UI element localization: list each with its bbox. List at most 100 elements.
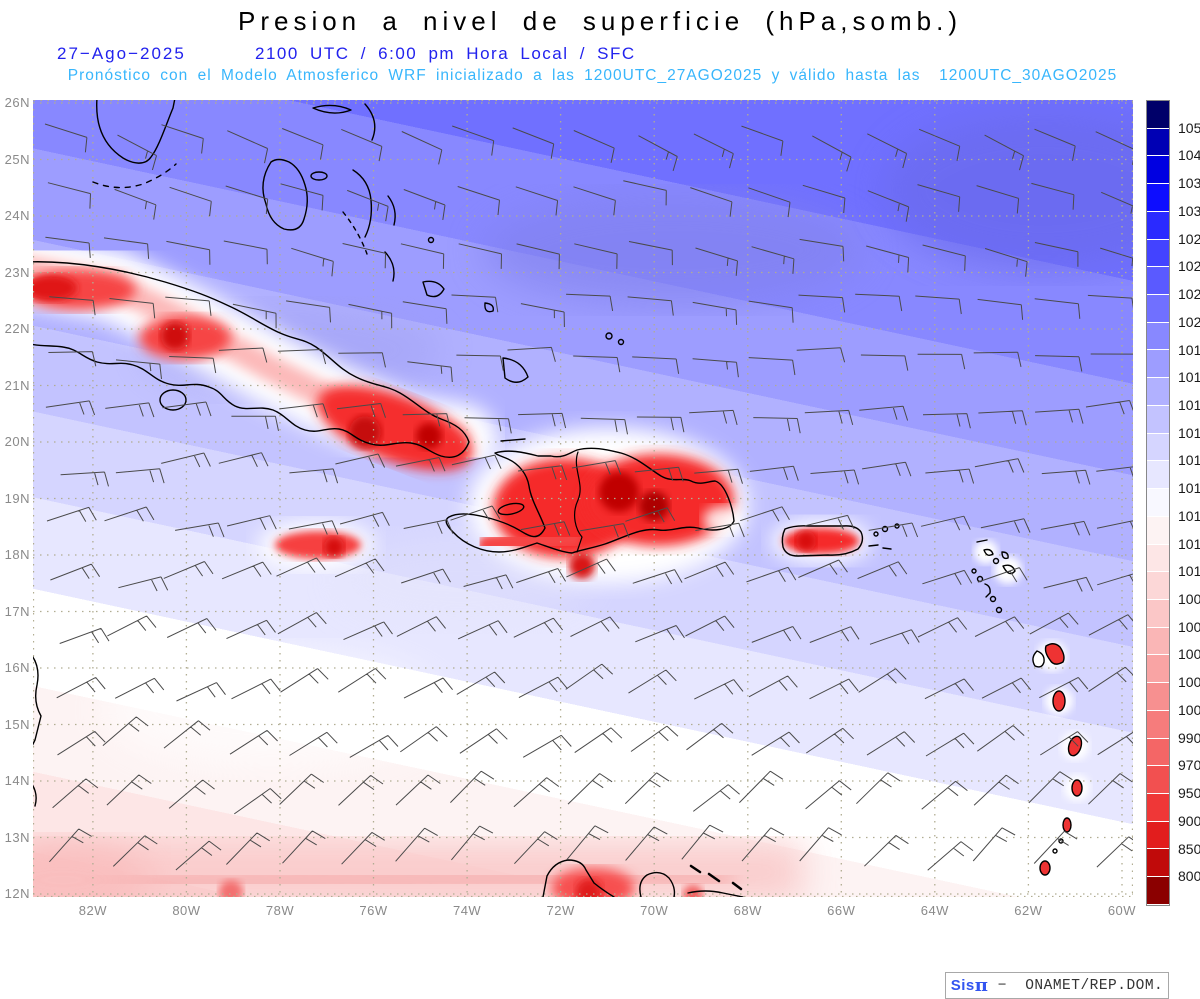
colorbar-value-label: 1004 — [1178, 646, 1200, 663]
lat-tick-label: 24N — [4, 208, 30, 223]
lat-tick-label: 20N — [4, 434, 30, 449]
colorbar-cell — [1147, 128, 1169, 157]
lon-tick-label: 78W — [265, 903, 295, 918]
colorbar-cell — [1147, 267, 1169, 296]
colorbar-value-label: 1015 — [1178, 452, 1200, 469]
colorbar-value-label: 1014 — [1178, 480, 1200, 497]
colorbar-value-label: 1012 — [1178, 535, 1200, 552]
colorbar-value-label: 1006 — [1178, 618, 1200, 635]
pressure-colorbar — [1146, 100, 1170, 906]
lon-tick-label: 64W — [920, 903, 949, 918]
lon-tick-label: 68W — [733, 903, 762, 918]
pressure-map: Sis π − ONAMET/REP.DOM. — [33, 100, 1169, 999]
colorbar-cell — [1147, 378, 1169, 406]
colorbar-value-label: 1028 — [1178, 230, 1200, 247]
colorbar-value-label: 1016 — [1178, 424, 1200, 441]
colorbar-cell — [1147, 156, 1169, 185]
lon-tick-label: 70W — [640, 903, 669, 918]
colorbar-value-label: 950 — [1178, 785, 1200, 802]
colorbar-cell — [1147, 849, 1169, 878]
page-title: Presion a nivel de superficie (hPa,somb.… — [237, 6, 962, 36]
colorbar-value-label: 1040 — [1178, 147, 1200, 164]
wind-barbs — [44, 123, 1133, 871]
colorbar-cell — [1147, 655, 1169, 684]
colorbar-cell — [1147, 461, 1169, 490]
lat-tick-label: 19N — [4, 490, 30, 506]
lat-tick-label: 16N — [4, 660, 30, 675]
attribution-dash: − — [988, 977, 1026, 994]
coastlines — [33, 100, 1083, 897]
colorbar-cell — [1147, 433, 1169, 462]
colorbar-cell — [1147, 544, 1169, 573]
sispi-logo: Sis — [950, 977, 975, 994]
colorbar-cell — [1147, 405, 1169, 434]
colorbar-value-label: 1008 — [1178, 591, 1200, 608]
colorbar-value-label: 1035 — [1178, 175, 1200, 192]
colorbar-cell — [1147, 295, 1169, 323]
weather-forecast-page: { "header": { "title": "Presion a nivel … — [4, 6, 1200, 999]
lon-tick-label: 62W — [1014, 903, 1043, 918]
model-init-note: Pronóstico con el Modelo Atmosferico WRF… — [67, 67, 1118, 84]
lat-tick-label: 22N — [4, 321, 30, 336]
lon-tick-label: 72W — [546, 903, 575, 918]
colorbar-cell — [1147, 489, 1169, 517]
colorbar-cell — [1147, 184, 1169, 212]
colorbar-cell — [1147, 516, 1169, 545]
forecast-valid-time: 2100 UTC / 6:00 pm Hora Local / SFC — [255, 44, 636, 63]
colorbar-cell — [1147, 599, 1169, 628]
colorbar-value-label: 1002 — [1178, 674, 1200, 691]
lat-tick-label: 21N — [4, 377, 30, 393]
lon-tick-label: 60W — [1107, 903, 1137, 918]
colorbar-cell — [1147, 710, 1169, 739]
colorbar-cell — [1147, 738, 1169, 767]
colorbar-cell — [1147, 793, 1169, 822]
lat-tick-label: 25N — [4, 151, 30, 167]
colorbar-value-label: 1019 — [1178, 341, 1200, 358]
colorbar-value-label: 900 — [1178, 812, 1200, 829]
lat-tick-label: 23N — [4, 264, 30, 280]
colorbar-cell — [1147, 766, 1169, 794]
pressure-colorbar-labels: 1050 1040 1035 1030 1028 1025 1022 1020 1019 1018… — [1178, 100, 1200, 906]
colorbar-value-label: 1022 — [1178, 286, 1200, 303]
lon-tick-label: 66W — [827, 903, 856, 918]
colorbar-value-label: 1010 — [1178, 563, 1200, 580]
colorbar-value-label: 850 — [1178, 840, 1200, 857]
colorbar-cell — [1147, 572, 1169, 600]
colorbar-cell — [1147, 821, 1169, 850]
lat-tick-label: 18N — [4, 547, 30, 562]
colorbar-value-label: 800 — [1178, 868, 1200, 885]
lon-tick-label: 74W — [452, 903, 482, 918]
colorbar-value-label: 1050 — [1178, 119, 1200, 136]
colorbar-cell — [1147, 211, 1169, 240]
colorbar-cell — [1147, 627, 1169, 656]
lat-tick-label: 17N — [4, 603, 30, 619]
attribution-box: Sis π − ONAMET/REP.DOM. — [945, 972, 1169, 999]
forecast-date: 27−Ago−2025 — [57, 44, 186, 63]
lon-tick-label: 80W — [172, 903, 201, 918]
lat-tick-label: 13N — [4, 829, 30, 845]
map-frame — [33, 100, 1133, 897]
lon-tick-label: 82W — [78, 903, 107, 918]
colorbar-value-label: 990 — [1178, 729, 1200, 746]
colorbar-cell — [1147, 101, 1169, 129]
lon-tick-label: 76W — [359, 903, 388, 918]
colorbar-value-label: 1025 — [1178, 258, 1200, 275]
map-canvas — [33, 100, 1133, 897]
colorbar-value-label: 1018 — [1178, 369, 1200, 386]
attribution-org: ONAMET/REP.DOM. — [1025, 977, 1164, 994]
colorbar-value-label: 970 — [1178, 757, 1200, 774]
colorbar-cell — [1147, 683, 1169, 711]
colorbar-cell — [1147, 239, 1169, 268]
colorbar-value-label: 1013 — [1178, 507, 1200, 524]
lat-tick-label: 26N — [4, 95, 30, 110]
colorbar-cell — [1147, 350, 1169, 379]
lat-tick-label: 14N — [4, 773, 30, 788]
pressure-shading — [33, 100, 1133, 897]
colorbar-value-label: 1000 — [1178, 701, 1200, 718]
colorbar-value-label: 1020 — [1178, 313, 1200, 330]
lat-tick-label: 15N — [4, 716, 30, 732]
pi-symbol: π — [974, 974, 989, 996]
colorbar-value-label: 1017 — [1178, 396, 1200, 413]
colorbar-value-label: 1030 — [1178, 202, 1200, 219]
lat-tick-label: 12N — [4, 886, 30, 901]
